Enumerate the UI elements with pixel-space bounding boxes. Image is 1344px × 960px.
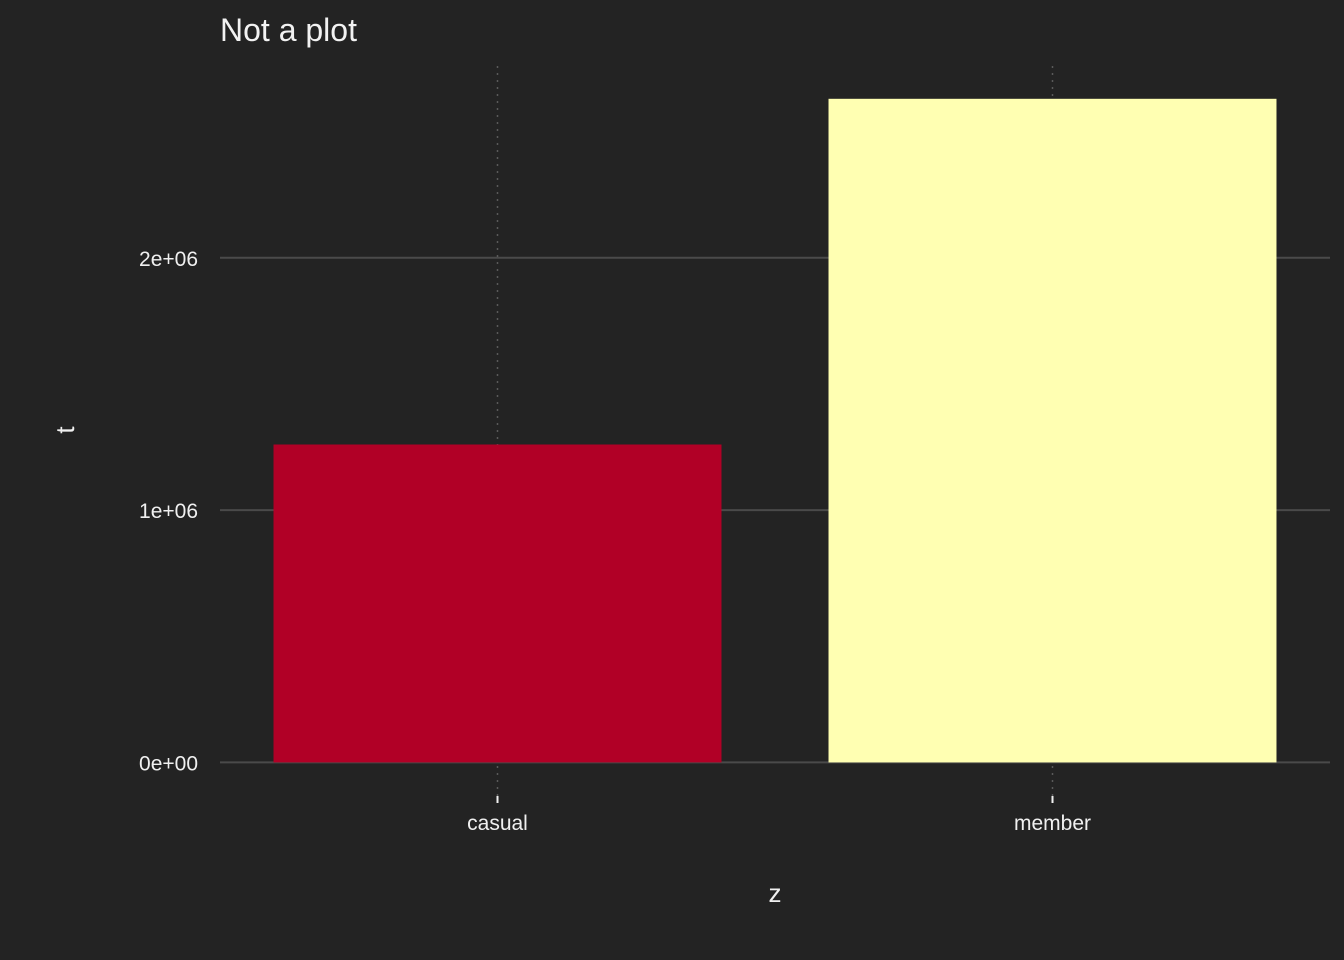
chart-title: Not a plot — [220, 12, 357, 48]
y-tick-label-0: 0e+00 — [139, 752, 198, 775]
bar-member — [828, 98, 1277, 763]
bar-casual — [273, 444, 722, 763]
bars-layer — [273, 98, 1277, 763]
x-axis-title: z — [769, 878, 782, 908]
ticks-layer: casual member 0e+00 1e+06 2e+06 — [139, 248, 1091, 835]
y-axis-title: t — [50, 426, 80, 434]
y-tick-label-2: 2e+06 — [139, 248, 198, 271]
x-tick-label-casual: casual — [467, 812, 528, 835]
y-tick-label-1: 1e+06 — [139, 500, 198, 523]
x-tick-label-member: member — [1014, 812, 1091, 835]
